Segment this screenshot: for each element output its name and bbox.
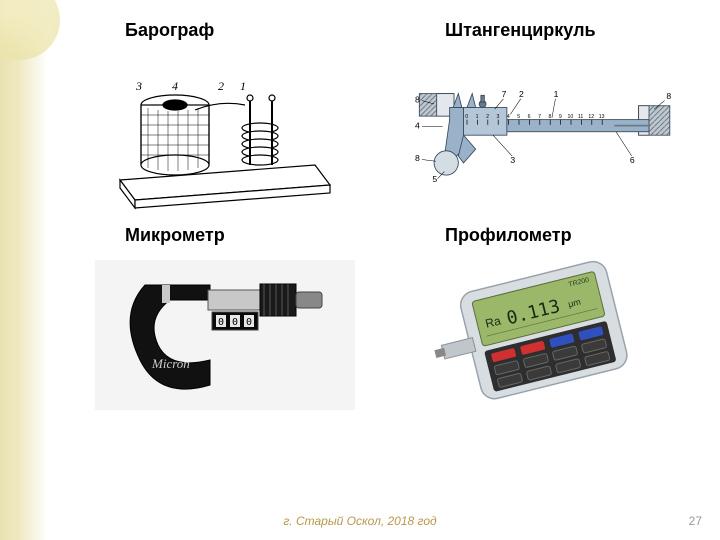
- caliper-callout-5: 5: [432, 174, 437, 184]
- micrometer-svg: 0 0 0 Micron: [110, 250, 340, 420]
- svg-text:1: 1: [476, 114, 479, 120]
- svg-text:12: 12: [588, 114, 594, 120]
- micrometer-digit-1: 0: [232, 317, 238, 328]
- page-number: 27: [689, 514, 702, 528]
- barograph-callout-4: 4: [172, 79, 178, 93]
- micrometer-digit-2: 0: [246, 317, 252, 328]
- left-gradient-strip: [0, 0, 48, 540]
- caliper-callout-8b: 8: [415, 153, 420, 163]
- figure-barograph: 3 4 2 1: [95, 55, 355, 205]
- label-barograph: Барограф: [125, 20, 214, 41]
- svg-text:2: 2: [486, 114, 489, 120]
- instrument-grid: Барограф: [55, 0, 715, 410]
- svg-text:7: 7: [538, 114, 541, 120]
- cell-caliper: Штангенциркуль: [415, 20, 705, 205]
- barograph-callout-2: 2: [218, 79, 224, 93]
- caliper-callout-4: 4: [415, 120, 420, 130]
- caliper-callout-2: 2: [519, 89, 524, 99]
- cell-barograph: Барограф: [95, 20, 385, 205]
- svg-text:3: 3: [496, 114, 499, 120]
- caliper-callout-8a: 8: [415, 94, 420, 104]
- svg-text:10: 10: [568, 114, 574, 120]
- svg-text:6: 6: [528, 114, 531, 120]
- svg-text:13: 13: [599, 114, 605, 120]
- barograph-callout-1: 1: [240, 79, 246, 93]
- micrometer-brand: Micron: [151, 356, 190, 371]
- caliper-callout-8c: 8: [666, 91, 671, 101]
- caliper-callout-3: 3: [510, 155, 515, 165]
- figure-caliper: 012 345 678 91011 1213 8 4 8 5 7: [415, 55, 675, 205]
- barograph-svg: 3 4 2 1: [100, 50, 350, 210]
- barograph-callout-3: 3: [135, 79, 142, 93]
- figure-micrometer: 0 0 0 Micron: [95, 260, 355, 410]
- svg-text:4: 4: [507, 114, 510, 120]
- svg-text:8: 8: [548, 114, 551, 120]
- caliper-callout-7: 7: [502, 89, 507, 99]
- svg-text:9: 9: [559, 114, 562, 120]
- svg-text:11: 11: [578, 114, 583, 120]
- slide-content: Барограф: [55, 0, 715, 540]
- cell-profilometer: Профилометр TR200 Ra 0.113 μm: [415, 225, 705, 410]
- label-profilometer: Профилометр: [445, 225, 572, 246]
- footer-text: г. Старый Оскол, 2018 год: [0, 514, 720, 528]
- svg-text:0: 0: [465, 114, 468, 120]
- cell-micrometer: Микрометр: [95, 225, 385, 410]
- label-micrometer: Микрометр: [125, 225, 225, 246]
- micrometer-digit-0: 0: [218, 317, 224, 328]
- corner-circle-deco: [0, 0, 60, 60]
- figure-profilometer: TR200 Ra 0.113 μm: [415, 260, 675, 410]
- profilometer-svg: TR200 Ra 0.113 μm: [430, 250, 660, 420]
- caliper-svg: 012 345 678 91011 1213 8 4 8 5 7: [415, 60, 675, 200]
- caliper-callout-1: 1: [554, 89, 559, 99]
- svg-text:5: 5: [517, 114, 520, 120]
- caliper-callout-6: 6: [630, 155, 635, 165]
- label-caliper: Штангенциркуль: [445, 20, 596, 41]
